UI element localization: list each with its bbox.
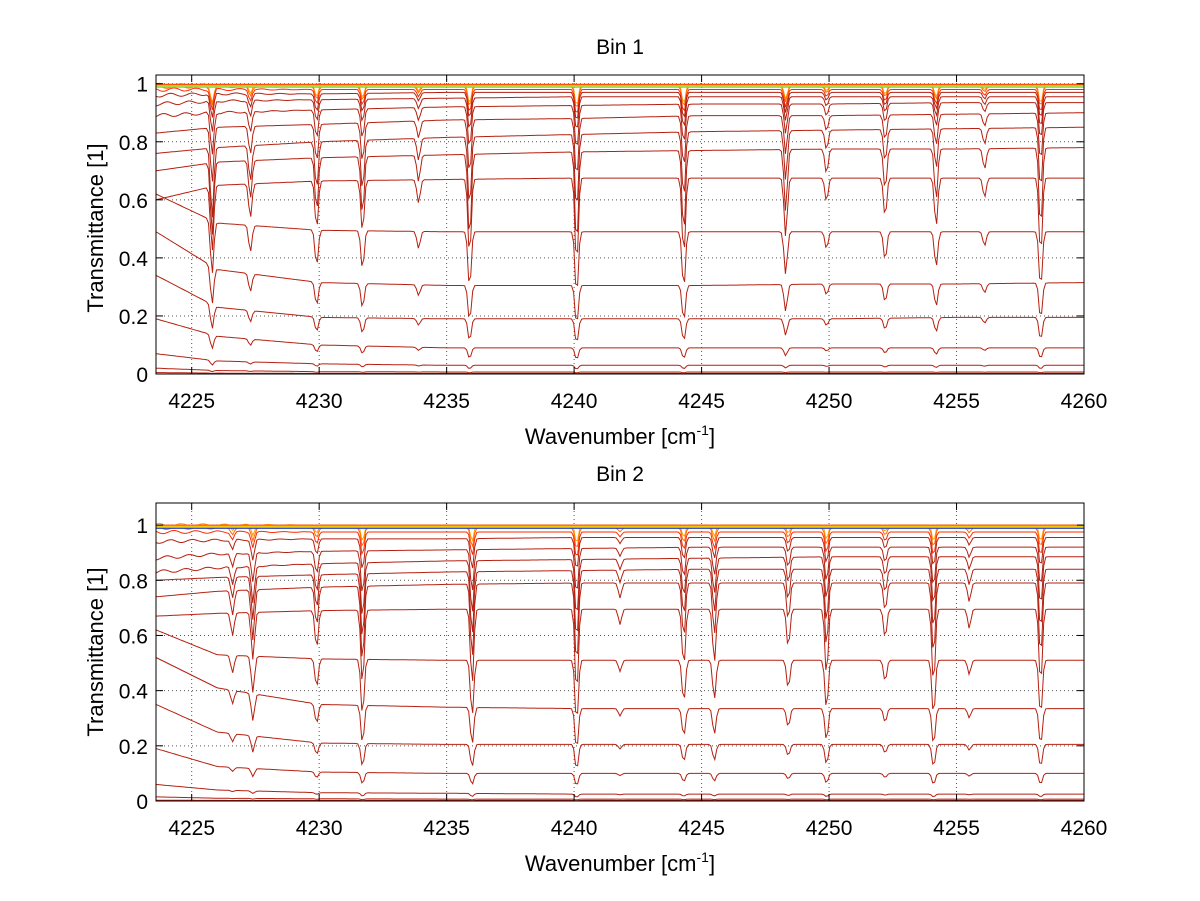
series-line: [155, 582, 1084, 657]
x-tick-label: 4235: [423, 390, 470, 413]
series-line: [155, 556, 1084, 614]
y-tick-label: 1: [136, 515, 148, 538]
x-tick-label: 4240: [551, 390, 598, 413]
x-tick-label: 4225: [168, 817, 215, 840]
grid: [156, 75, 1084, 374]
y-tick-label: 0: [136, 364, 148, 387]
x-tick-label: 4255: [933, 817, 980, 840]
x-tick-label: 4250: [806, 817, 853, 840]
x-tick-label: 4235: [423, 817, 470, 840]
series-line: [155, 112, 1085, 182]
series-line: [155, 372, 1084, 375]
subplot-bin-2: Bin 2 4225 4230 4235 4240 4245 4250 4255 4260 0…: [83, 463, 1107, 876]
x-tick-label: 4225: [168, 390, 215, 413]
series-line: [155, 353, 1084, 370]
x-tick-label: 4260: [1061, 817, 1108, 840]
x-tick-label: 4260: [1061, 390, 1108, 413]
x-tick-labels: 4225 4230 4235 4240 4245 4250 4255 4260: [168, 390, 1107, 413]
axes-box: [155, 502, 1085, 802]
plot-lines: [155, 522, 1084, 802]
y-tick-label: 0.2: [119, 306, 148, 329]
series-line: [155, 748, 1084, 785]
series-line: [155, 608, 1084, 683]
subplot-title: Bin 2: [596, 463, 644, 486]
x-tick-label: 4230: [296, 390, 343, 413]
series-line: [155, 783, 1084, 798]
x-tick-label: 4245: [678, 390, 725, 413]
series-line: [155, 87, 1084, 113]
x-axis-label: Wavenumber [cm-1]: [525, 422, 715, 449]
y-tick-label: 0: [136, 791, 148, 814]
y-tick-label: 0.4: [119, 681, 149, 704]
series-line: [155, 568, 1084, 635]
subplot-bin-1: Bin 1 4225 4230 4235 4240 4245 4250 4255 4260 0…: [83, 36, 1107, 449]
series-line: [155, 529, 1084, 556]
x-tick-labels: 4225 4230 4235 4240 4245 4250 4255 4260: [168, 817, 1107, 840]
series-line: [155, 629, 1084, 714]
series-line: [155, 177, 1084, 253]
y-tick-labels: 0 0.2 0.4 0.6 0.8 1: [119, 74, 149, 387]
series-line: [155, 546, 1084, 592]
x-tick-label: 4230: [296, 817, 343, 840]
series-line: [155, 126, 1084, 218]
series-line: [155, 102, 1084, 155]
x-tick-label: 4255: [933, 390, 980, 413]
subplot-title: Bin 1: [596, 36, 644, 59]
y-axis-label: Transmittance [1]: [83, 567, 108, 736]
series-line: [155, 193, 1084, 287]
y-tick-label: 0.8: [119, 132, 148, 155]
y-tick-label: 0.4: [119, 248, 149, 271]
y-tick-label: 0.6: [119, 625, 148, 648]
y-tick-label: 1: [136, 74, 148, 97]
y-tick-label: 0.8: [119, 570, 148, 593]
series-line: [155, 274, 1084, 341]
x-tick-label: 4240: [551, 817, 598, 840]
series-line: [155, 231, 1084, 320]
y-tick-label: 0.2: [119, 736, 148, 759]
y-axis-label: Transmittance [1]: [83, 143, 108, 312]
plot-lines: [155, 82, 1085, 375]
x-tick-label: 4250: [806, 390, 853, 413]
x-axis-label: Wavenumber [cm-1]: [525, 849, 715, 876]
series-line: [155, 536, 1084, 569]
series-line: [155, 147, 1084, 235]
x-tick-label: 4245: [678, 817, 725, 840]
ticks: [156, 75, 1085, 375]
series-line: [156, 796, 1084, 801]
series-line: [155, 367, 1084, 374]
series-line: [155, 91, 1084, 119]
y-tick-label: 0.6: [119, 190, 148, 213]
series-line: [155, 96, 1084, 132]
y-tick-labels: 0 0.2 0.4 0.6 0.8 1: [119, 515, 149, 814]
series-line: [155, 657, 1084, 745]
axes-box: [155, 74, 1085, 375]
series-line: [155, 318, 1084, 359]
series-line: [155, 703, 1084, 767]
ticks: [156, 503, 1085, 802]
